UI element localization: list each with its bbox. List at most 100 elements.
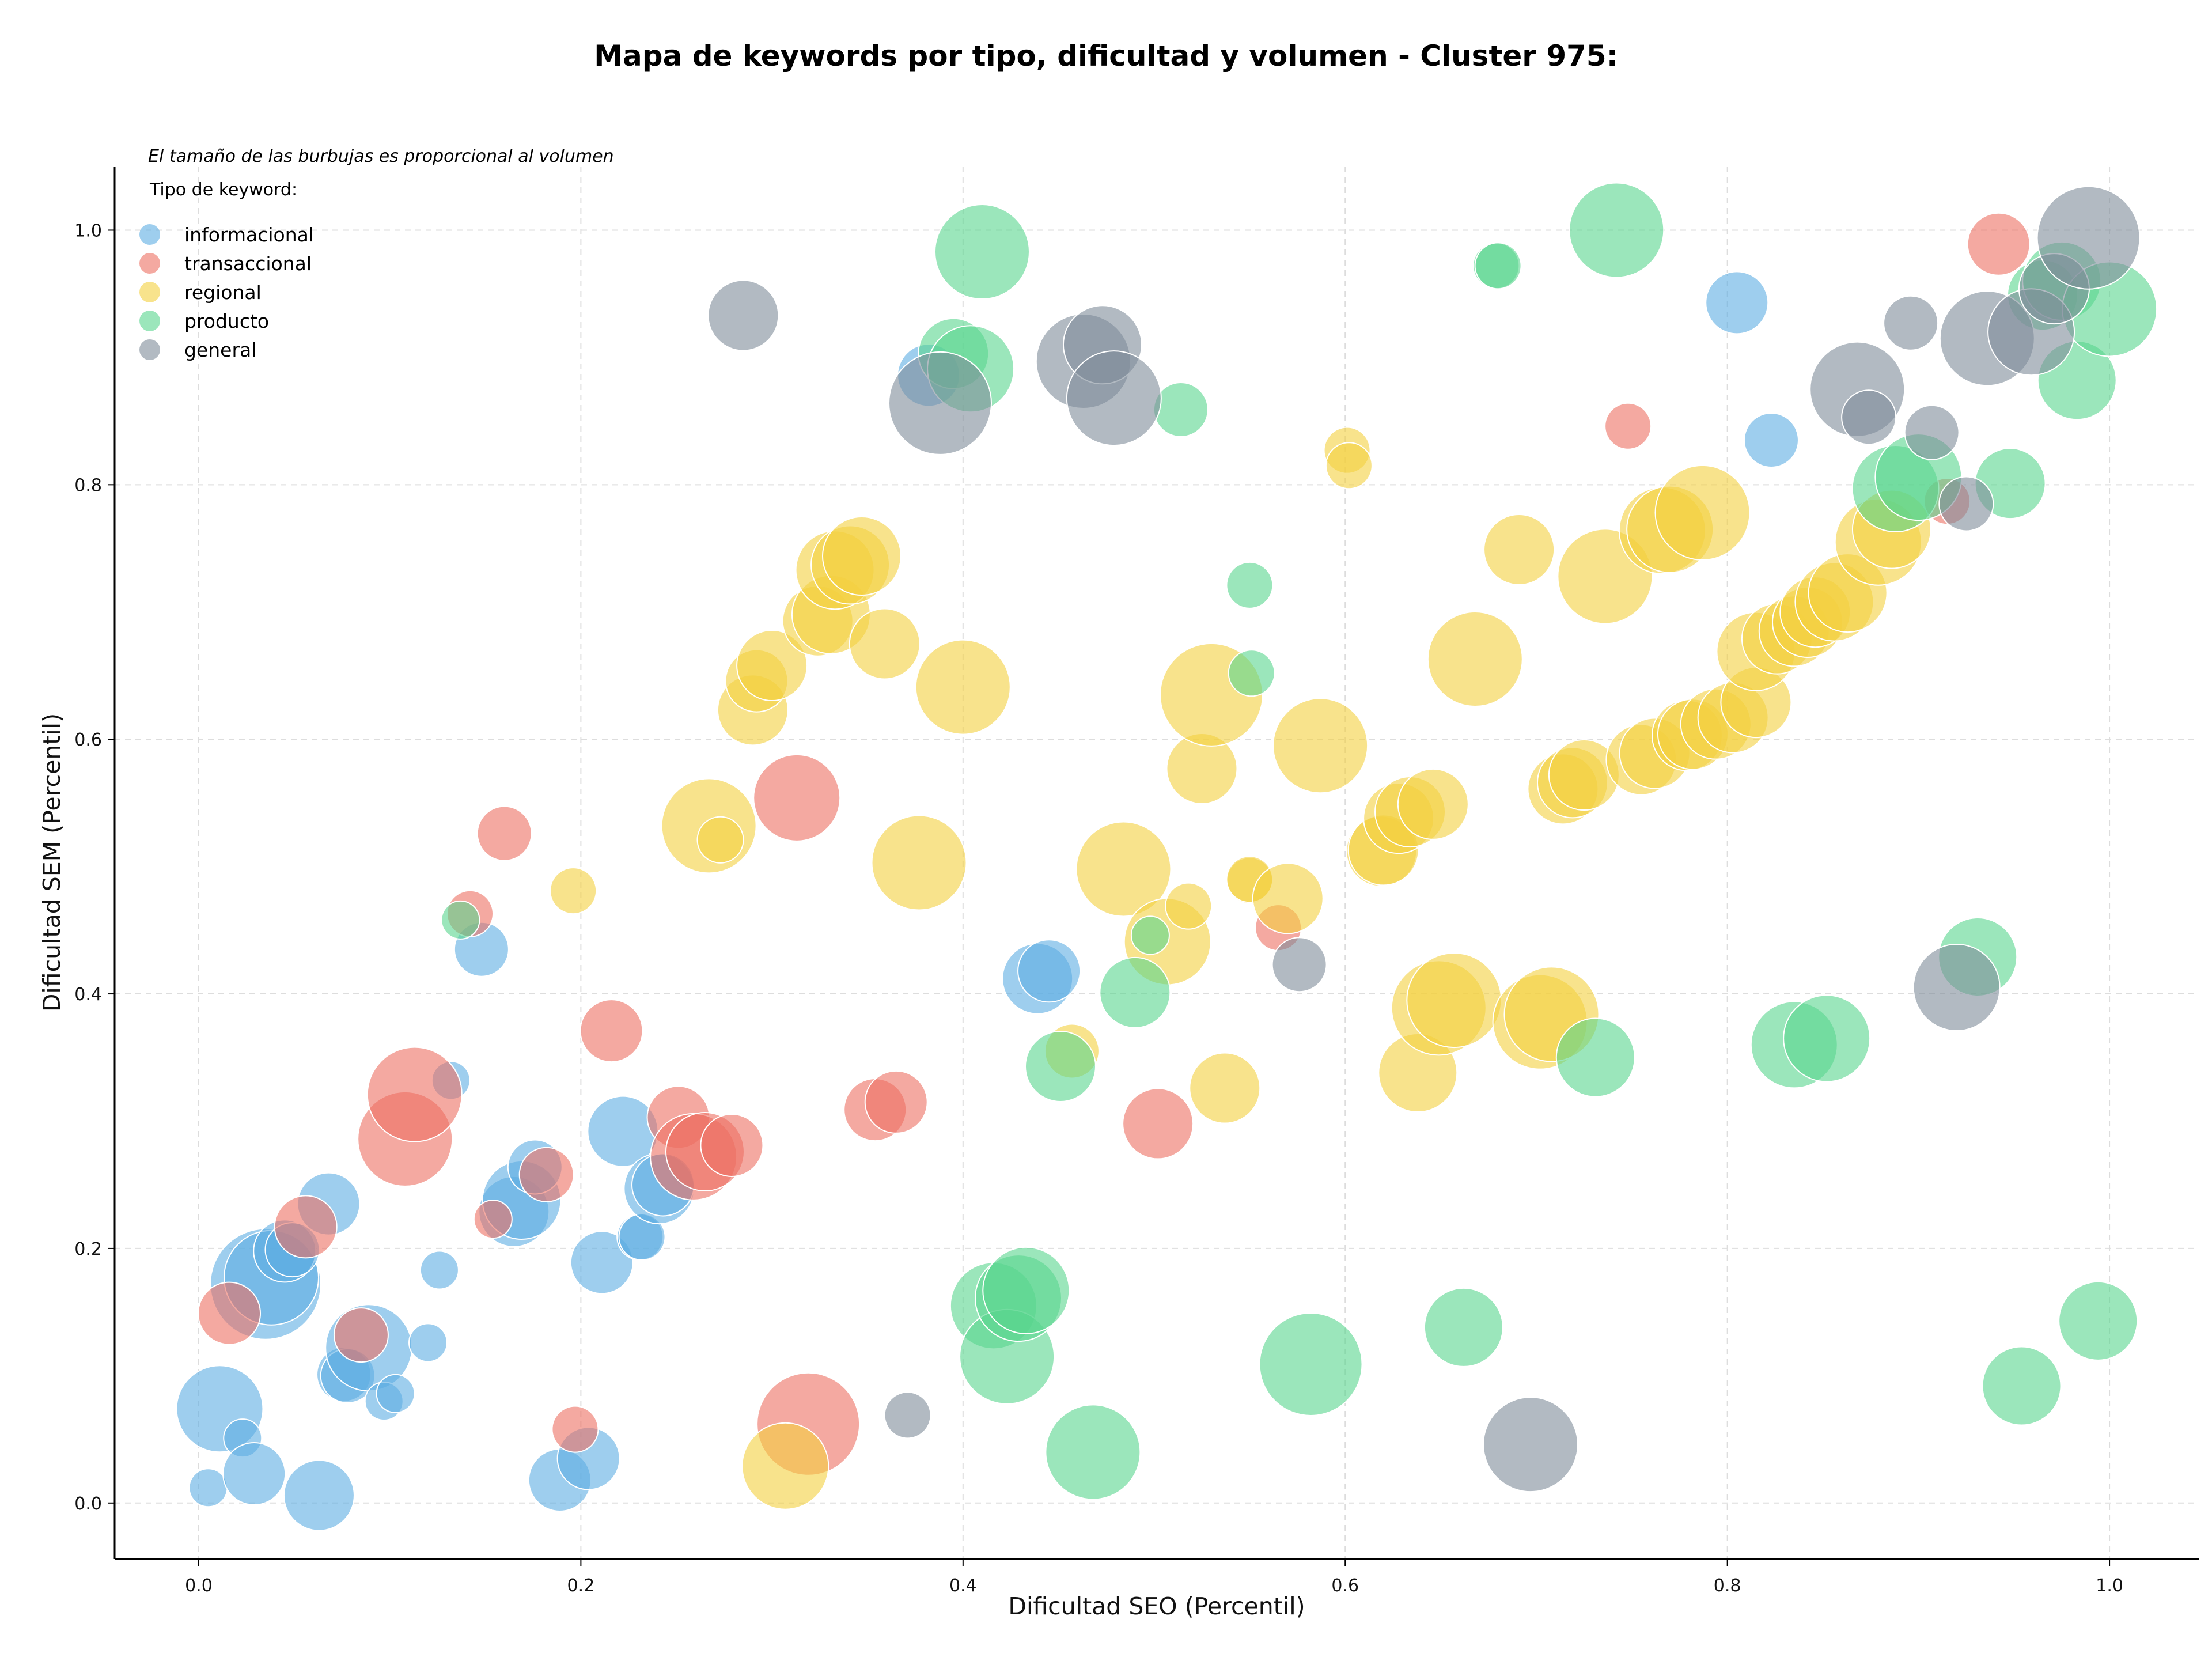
data-point-producto bbox=[1045, 1404, 1141, 1500]
series-regional bbox=[550, 426, 1931, 1510]
series-general bbox=[707, 186, 2141, 1493]
data-point-informacional bbox=[1743, 413, 1799, 468]
legend-swatch-informacional bbox=[139, 224, 160, 245]
data-point-informacional bbox=[188, 1468, 228, 1508]
legend-list: informacional transaccional regional pro… bbox=[139, 220, 614, 364]
data-point-regional bbox=[550, 867, 597, 915]
x-tick-label: 0.0 bbox=[185, 1576, 213, 1596]
data-point-regional bbox=[1654, 464, 1751, 561]
x-axis-label: Dificultad SEO (Percentil) bbox=[1008, 1592, 1305, 1620]
data-point-regional bbox=[822, 516, 902, 596]
data-point-general bbox=[884, 1391, 931, 1439]
series-transaccional bbox=[198, 212, 2031, 1476]
data-point-general bbox=[1841, 389, 1897, 445]
data-point-regional bbox=[1397, 768, 1469, 840]
data-point-producto bbox=[1569, 182, 1665, 278]
data-point-producto bbox=[934, 204, 1030, 300]
y-tick-label: 0.2 bbox=[74, 1239, 102, 1259]
data-point-producto bbox=[1474, 242, 1522, 290]
data-point-general bbox=[707, 279, 779, 351]
data-point-producto bbox=[1153, 381, 1209, 437]
data-point-general bbox=[888, 351, 993, 455]
data-point-regional bbox=[1252, 862, 1324, 934]
data-point-producto bbox=[1982, 1346, 2062, 1426]
ticks: 0.0 0.2 0.4 0.6 0.8 1.0 0.0 0.2 0.4 0.6 0.8 1.0 bbox=[74, 221, 2123, 1596]
data-point-transaccional bbox=[864, 1070, 928, 1134]
data-point-transaccional bbox=[333, 1307, 389, 1363]
data-point-informacional bbox=[1705, 271, 1769, 335]
axes bbox=[113, 167, 2199, 1560]
data-point-transaccional bbox=[274, 1195, 338, 1259]
legend-item-general: general bbox=[139, 335, 614, 364]
data-point-informacional bbox=[1017, 939, 1081, 1003]
data-point-regional bbox=[1075, 821, 1172, 917]
y-axis-label: Dificultad SEM (Percentil) bbox=[38, 713, 66, 1012]
data-point-informacional bbox=[419, 1250, 459, 1290]
data-point-regional bbox=[741, 1422, 830, 1510]
data-point-regional bbox=[1427, 611, 1523, 707]
data-point-producto bbox=[1783, 994, 1871, 1083]
data-point-regional bbox=[915, 639, 1011, 735]
data-point-transaccional bbox=[518, 1147, 574, 1202]
data-point-informacional bbox=[408, 1323, 448, 1363]
data-point-transaccional bbox=[1604, 402, 1652, 450]
data-point-transaccional bbox=[753, 754, 841, 842]
data-point-regional bbox=[849, 608, 921, 680]
data-point-producto bbox=[1228, 649, 1275, 697]
data-point-general bbox=[1883, 295, 1939, 351]
y-tick-label: 0.0 bbox=[74, 1494, 102, 1514]
data-point-general bbox=[1912, 944, 2001, 1032]
data-point-regional bbox=[1272, 698, 1369, 794]
data-point-transaccional bbox=[1122, 1088, 1194, 1160]
data-point-general bbox=[1271, 937, 1327, 993]
data-point-producto bbox=[1423, 1287, 1503, 1367]
data-point-transaccional bbox=[1967, 212, 2031, 276]
data-point-informacional bbox=[570, 1231, 634, 1295]
data-point-general bbox=[1483, 1397, 1579, 1493]
data-point-regional bbox=[1165, 882, 1213, 930]
data-point-producto bbox=[1099, 956, 1171, 1028]
y-tick-label: 1.0 bbox=[74, 221, 102, 241]
data-point-regional bbox=[1325, 442, 1373, 490]
x-tick-label: 1.0 bbox=[2096, 1576, 2123, 1596]
legend-label-regional: regional bbox=[184, 281, 262, 304]
legend-item-transaccional: transaccional bbox=[139, 249, 614, 278]
data-point-producto bbox=[1130, 915, 1170, 955]
data-point-general bbox=[1938, 476, 1994, 532]
legend-label-transaccional: transaccional bbox=[184, 252, 312, 275]
data-point-general bbox=[1066, 350, 1162, 447]
legend-item-regional: regional bbox=[139, 278, 614, 307]
data-point-producto bbox=[441, 900, 480, 940]
legend-label-general: general bbox=[184, 338, 257, 361]
data-point-regional bbox=[871, 815, 967, 911]
legend: El tamaño de las burbujas es proporciona… bbox=[139, 146, 614, 364]
data-point-general bbox=[1904, 404, 1960, 460]
data-point-transaccional bbox=[476, 805, 532, 861]
data-point-transaccional bbox=[473, 1200, 513, 1239]
data-point-producto bbox=[1259, 1312, 1363, 1416]
data-point-informacional bbox=[376, 1374, 415, 1413]
data-point-regional bbox=[736, 630, 808, 702]
data-point-transaccional bbox=[198, 1281, 262, 1345]
y-tick-label: 0.8 bbox=[74, 475, 102, 495]
data-point-producto bbox=[2058, 1281, 2138, 1361]
data-point-informacional bbox=[283, 1459, 355, 1531]
legend-label-informacional: informacional bbox=[184, 223, 315, 246]
legend-item-informacional: informacional bbox=[139, 220, 614, 249]
legend-note: El tamaño de las burbujas es proporciona… bbox=[148, 146, 614, 167]
data-point-transaccional bbox=[551, 1405, 599, 1453]
data-point-producto bbox=[1226, 561, 1274, 609]
data-point-regional bbox=[1189, 1052, 1261, 1124]
legend-label-producto: producto bbox=[184, 309, 270, 332]
data-point-general bbox=[2036, 186, 2141, 290]
data-point-transaccional bbox=[579, 999, 643, 1063]
x-tick-label: 0.2 bbox=[567, 1576, 595, 1596]
chart-title: Mapa de keywords por tipo, dificultad y … bbox=[594, 39, 1618, 73]
x-tick-label: 0.6 bbox=[1331, 1576, 1359, 1596]
data-point-regional bbox=[696, 816, 744, 864]
data-point-producto bbox=[982, 1246, 1070, 1334]
y-tick-label: 0.6 bbox=[74, 730, 102, 750]
legend-swatch-transaccional bbox=[139, 253, 160, 274]
